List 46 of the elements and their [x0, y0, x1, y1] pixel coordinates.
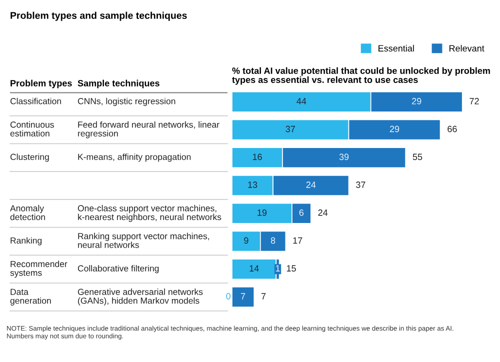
total-label: 24 [318, 209, 328, 216]
y-tick-label: Ranking [10, 237, 42, 246]
legend-label: Relevant [449, 44, 484, 52]
text: CNNs, logistic regression [78, 98, 176, 106]
y-tick-label: Recommender systems [10, 260, 68, 278]
data-label: 44 [296, 98, 306, 104]
data-label: 29 [412, 98, 422, 104]
total-label: 15 [286, 265, 296, 272]
text: One-class support vector machines, k-nearest neighbors, neural networks [78, 204, 222, 222]
text: Collaborative filtering [78, 265, 159, 274]
text: Sample techniques [78, 80, 160, 88]
legend-label: Essential [378, 44, 414, 52]
y-tick-label: Classification [10, 98, 61, 104]
total-label: 17 [293, 237, 302, 244]
data-label: 13 [248, 182, 258, 188]
text: Problem types and sample techniques [10, 12, 187, 21]
data-label: 19 [258, 209, 267, 216]
text: K-means, affinity propagation [78, 154, 191, 162]
total-label: 66 [448, 126, 457, 132]
data-label: 8 [270, 237, 276, 244]
data-label: 1 [276, 265, 280, 272]
y-tick-label: Data generation [10, 288, 51, 306]
total-label: 55 [412, 154, 422, 160]
y-tick-label: Anomaly detection [10, 204, 45, 220]
text: Ranking support vector machines, neural networks [78, 232, 209, 248]
x-axis-title: % total AI value potential that could be unlocked by problem types as essential vs. relevant to use cases [232, 67, 490, 85]
y-tick-label: Clustering [10, 154, 49, 162]
total-label: 72 [470, 98, 479, 104]
total-label: 7 [261, 293, 266, 300]
data-label: 24 [306, 182, 316, 188]
data-label: 9 [244, 237, 248, 244]
data-label: 16 [252, 154, 262, 160]
total-label: 37 [356, 182, 366, 188]
data-label: 37 [286, 126, 295, 132]
data-label: 6 [299, 209, 304, 216]
data-label: 39 [339, 154, 349, 160]
data-label: 7 [240, 293, 246, 300]
text: Generative adversarial networks (GANs), hidden Markov models [78, 288, 203, 306]
data-label: 29 [390, 126, 400, 132]
data-label: 0 [226, 293, 230, 300]
bar [232, 286, 255, 308]
bar [232, 258, 277, 280]
y-tick-label: Continuous estimation [10, 121, 54, 137]
text: Feed forward neural networks, linear regression [78, 121, 220, 138]
y-axis-title: Problem types [10, 80, 72, 88]
data-label: 14 [250, 265, 259, 272]
